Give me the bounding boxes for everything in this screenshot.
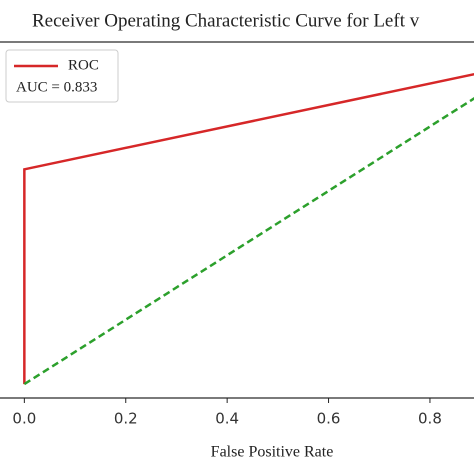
x-tick-label: 0.8 [418,410,442,428]
diagonal-line [23,97,474,386]
legend-label: ROC [68,57,99,73]
plot-frame [0,41,474,399]
x-axis-label: False Positive Rate [211,444,334,461]
x-tick-label: 0.0 [12,410,36,428]
annotation: AUC = 0.833 [16,79,97,95]
x-tick-label: 0.2 [114,410,138,428]
x-tick-label: 0.4 [215,410,239,428]
legend [5,49,119,103]
plot-area [23,72,474,386]
roc-line [23,72,474,385]
x-tick-label: 0.6 [317,410,341,428]
chart-title: Receiver Operating Characteristic Curve … [32,10,420,31]
